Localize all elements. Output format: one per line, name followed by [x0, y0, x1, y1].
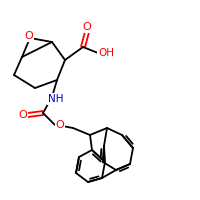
- Text: O: O: [19, 110, 27, 120]
- Text: OH: OH: [98, 48, 114, 58]
- Text: NH: NH: [48, 94, 64, 104]
- Text: O: O: [25, 31, 33, 41]
- Text: O: O: [56, 120, 64, 130]
- Text: O: O: [83, 22, 91, 32]
